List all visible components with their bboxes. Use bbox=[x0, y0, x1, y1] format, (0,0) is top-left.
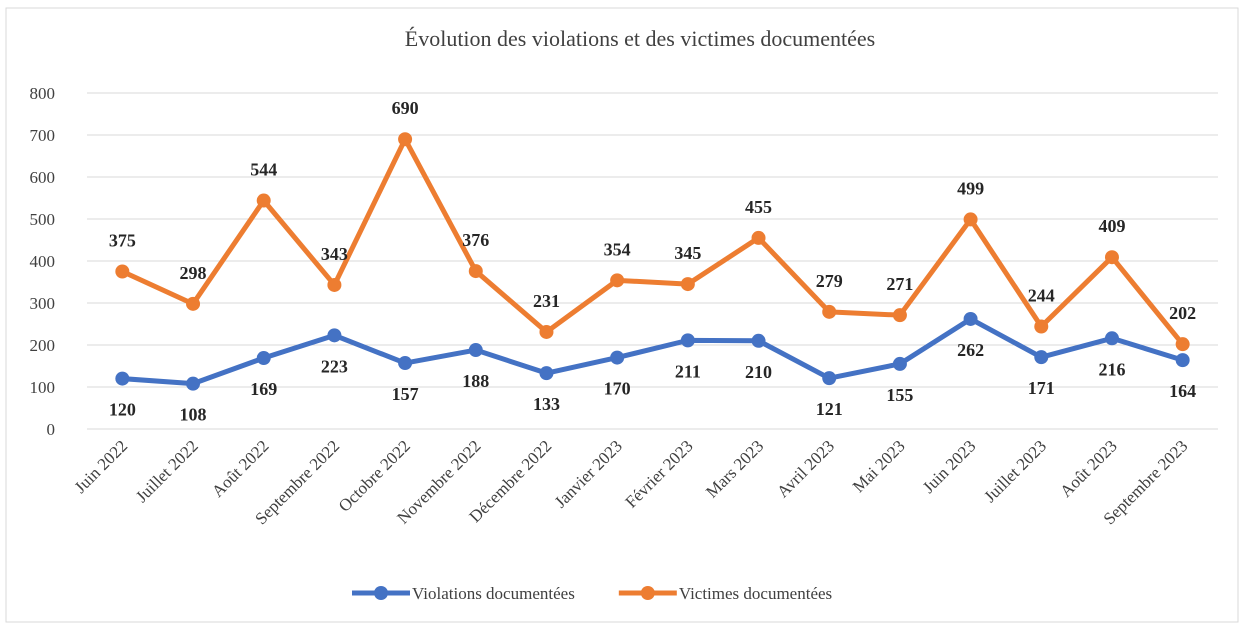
data-point bbox=[468, 264, 483, 279]
data-label: 279 bbox=[816, 271, 843, 291]
data-point bbox=[115, 264, 130, 279]
y-tick-label: 600 bbox=[30, 168, 56, 187]
y-tick-label: 0 bbox=[47, 420, 56, 439]
data-point bbox=[186, 296, 201, 311]
data-label: 544 bbox=[250, 160, 277, 180]
y-tick-label: 500 bbox=[30, 210, 56, 229]
data-point bbox=[680, 277, 695, 292]
data-label: 409 bbox=[1098, 216, 1125, 236]
data-point bbox=[963, 212, 978, 227]
data-label: 170 bbox=[604, 379, 631, 399]
legend-marker bbox=[374, 586, 388, 600]
data-point bbox=[751, 230, 766, 245]
data-label: 120 bbox=[109, 400, 136, 420]
data-label: 262 bbox=[957, 340, 984, 360]
data-point bbox=[1034, 319, 1049, 334]
legend-label: Victimes documentées bbox=[679, 584, 832, 603]
data-label: 343 bbox=[321, 244, 348, 264]
data-point bbox=[256, 193, 271, 208]
data-point bbox=[680, 333, 695, 348]
data-point bbox=[186, 376, 201, 391]
y-tick-label: 400 bbox=[30, 252, 56, 271]
data-point bbox=[751, 333, 766, 348]
y-tick-label: 100 bbox=[30, 378, 56, 397]
data-point bbox=[963, 311, 978, 326]
y-tick-label: 200 bbox=[30, 336, 56, 355]
data-point bbox=[539, 324, 554, 339]
series-line bbox=[122, 316, 1184, 387]
data-label: 690 bbox=[392, 98, 419, 118]
data-label: 499 bbox=[957, 178, 984, 198]
data-label: 231 bbox=[533, 291, 560, 311]
data-label: 211 bbox=[675, 361, 701, 381]
data-label: 171 bbox=[1028, 378, 1055, 398]
data-label: 169 bbox=[250, 379, 277, 399]
y-tick-label: 300 bbox=[30, 294, 56, 313]
data-label: 244 bbox=[1028, 286, 1055, 306]
data-point bbox=[610, 350, 625, 365]
data-label: 223 bbox=[321, 356, 348, 376]
data-point bbox=[539, 366, 554, 381]
data-label: 376 bbox=[462, 230, 489, 250]
y-tick-label: 800 bbox=[30, 84, 56, 103]
data-label: 202 bbox=[1169, 303, 1196, 323]
data-point bbox=[892, 308, 907, 323]
data-point bbox=[1175, 337, 1190, 352]
chart-title: Évolution des violations et des victimes… bbox=[405, 26, 875, 51]
data-point bbox=[398, 356, 413, 371]
data-label: 108 bbox=[180, 405, 207, 425]
data-label: 121 bbox=[816, 399, 843, 419]
data-point bbox=[610, 273, 625, 288]
data-label: 216 bbox=[1098, 359, 1125, 379]
data-label: 210 bbox=[745, 362, 772, 382]
data-point bbox=[822, 371, 837, 386]
data-point bbox=[327, 277, 342, 292]
data-point bbox=[1175, 353, 1190, 368]
data-point bbox=[1104, 250, 1119, 265]
data-point bbox=[468, 343, 483, 358]
data-label: 188 bbox=[462, 371, 489, 391]
series-line bbox=[121, 136, 1185, 346]
data-point bbox=[398, 132, 413, 147]
data-label: 345 bbox=[674, 243, 701, 263]
legend-marker bbox=[640, 586, 655, 600]
data-point bbox=[1034, 350, 1049, 365]
data-point bbox=[1104, 331, 1119, 346]
data-label: 298 bbox=[180, 263, 207, 283]
data-point bbox=[822, 304, 837, 319]
data-label: 155 bbox=[886, 385, 913, 405]
data-label: 354 bbox=[604, 239, 631, 259]
data-label: 375 bbox=[109, 231, 136, 251]
data-point bbox=[256, 351, 271, 366]
data-label: 133 bbox=[533, 394, 560, 414]
legend-label: Violations documentées bbox=[412, 584, 575, 603]
data-point bbox=[892, 356, 907, 371]
data-label: 271 bbox=[886, 274, 913, 294]
data-label: 164 bbox=[1169, 381, 1196, 401]
data-label: 455 bbox=[745, 197, 772, 217]
data-point bbox=[115, 371, 130, 386]
data-label: 157 bbox=[392, 384, 419, 404]
data-point bbox=[327, 328, 342, 343]
y-tick-label: 700 bbox=[30, 126, 56, 145]
